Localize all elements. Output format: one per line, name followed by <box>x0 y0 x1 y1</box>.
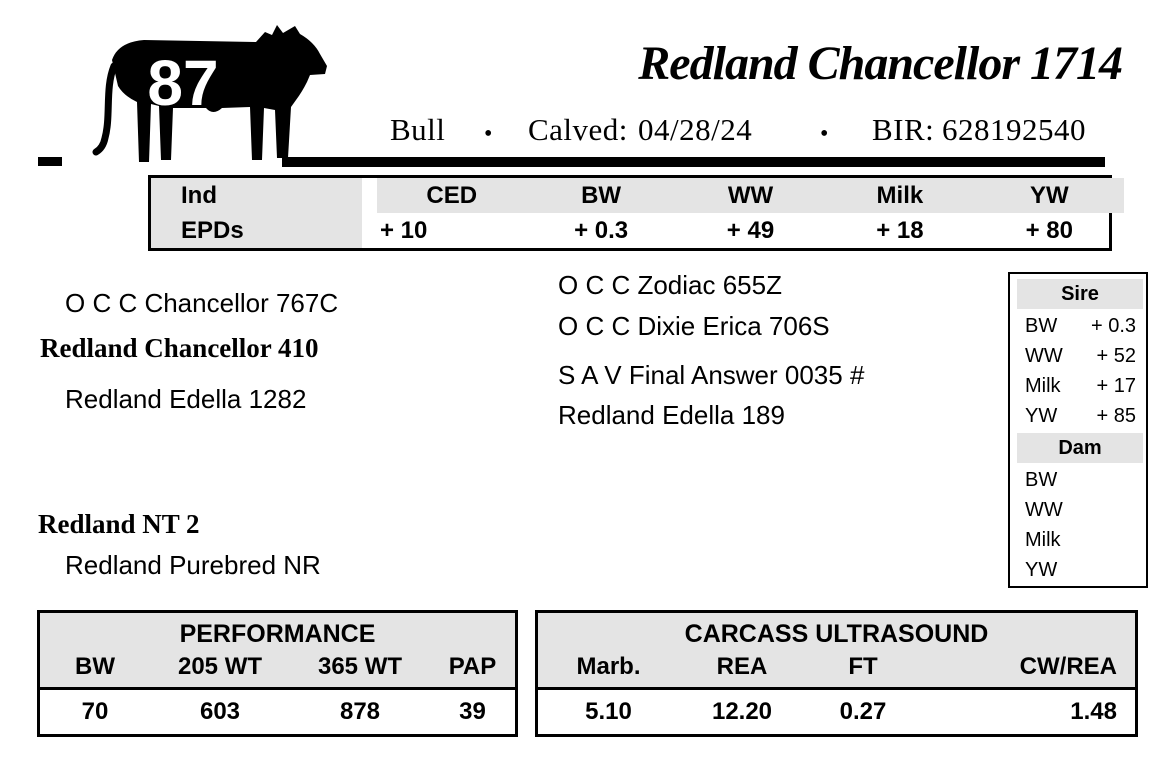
epd-col-header: Milk <box>825 178 975 213</box>
dam-section-header: Dam <box>1017 433 1143 463</box>
cell-value: 603 <box>199 698 241 725</box>
sire-epd-row: WW + 52 <box>1010 341 1146 371</box>
epd-label: Milk <box>1025 528 1061 551</box>
dam-epd-row: YW <box>1010 555 1146 585</box>
pedigree-great-grandparent: S A V Final Answer 0035 # <box>558 360 865 390</box>
dam-epd-row: BW <box>1010 465 1146 495</box>
epd-value: + 49 <box>726 216 775 244</box>
epd-col-header: BW <box>526 178 676 213</box>
pedigree-sire-grandsire: O C C Chancellor 767C <box>65 288 339 318</box>
epd-value: + 10 <box>380 216 428 244</box>
epd-row-label: EPDs <box>151 213 362 248</box>
epd-label: BW <box>1025 468 1058 491</box>
carcass-title: CARCASS ULTRASOUND <box>684 620 989 648</box>
performance-title: PERFORMANCE <box>179 620 376 648</box>
epd-value: + 17 <box>1096 374 1136 397</box>
cell-value: 70 <box>81 698 109 725</box>
epd-label: YW <box>1025 404 1058 427</box>
epd-value: + 18 <box>876 216 924 244</box>
performance-table: PERFORMANCE BW 205 WT 365 WT PAP 70 603 … <box>37 610 518 737</box>
epd-corner-label: Ind <box>151 178 362 213</box>
performance-columns: BW 205 WT 365 WT PAP <box>40 649 515 685</box>
cell-value: 5.10 <box>585 698 632 725</box>
pedigree-sire: Redland Chancellor 410 <box>40 333 319 363</box>
col-header: FT <box>848 653 878 680</box>
col-header: PAP <box>448 653 497 680</box>
epd-table: Ind CED BW WW Milk YW EPDs + 10 + 0.3 + … <box>148 175 1124 251</box>
epd-label: WW <box>1025 344 1063 367</box>
separator-dot: • <box>484 121 493 147</box>
separator-dot: • <box>820 121 829 147</box>
performance-header: PERFORMANCE BW 205 WT 365 WT PAP <box>40 613 515 690</box>
sire-epd-row: YW + 85 <box>1010 401 1146 431</box>
calved-label: Calved: <box>528 112 628 147</box>
bull-silhouette: 87 <box>92 25 327 162</box>
cell-value: 1.48 <box>1070 698 1117 725</box>
parent-epd-box: Sire BW + 0.3 WW + 52 Milk + 17 YW + 85 … <box>1008 272 1148 588</box>
col-header: 205 WT <box>177 653 263 680</box>
bir-label: BIR: <box>872 112 935 147</box>
carcass-header: CARCASS ULTRASOUND Marb. REA FT CW/REA <box>538 613 1135 690</box>
epd-col-header: CED <box>377 178 527 213</box>
col-header: Marb. <box>576 653 641 680</box>
sire-section-header: Sire <box>1017 279 1143 309</box>
cell-value: 39 <box>459 698 486 725</box>
dam-epd-row: Milk <box>1010 525 1146 555</box>
left-rule-mark <box>38 157 62 166</box>
epd-label: YW <box>1025 558 1058 581</box>
sex-label: Bull <box>390 112 446 147</box>
calved-date: 04/28/24 <box>638 112 753 147</box>
pedigree-sire-granddam: Redland Edella 1282 <box>65 384 307 414</box>
epd-label: WW <box>1025 498 1063 521</box>
epd-col-header: YW <box>974 178 1124 213</box>
carcass-columns: Marb. REA FT CW/REA <box>538 649 1135 685</box>
bir-value: 628192540 <box>942 112 1086 147</box>
carcass-values: 5.10 12.20 0.27 1.48 <box>538 690 1135 734</box>
epd-value: + 85 <box>1096 404 1136 427</box>
performance-values: 70 603 878 39 <box>40 690 515 734</box>
cell-value: 0.27 <box>839 698 887 725</box>
dam-epd-row: WW <box>1010 495 1146 525</box>
epd-value: + 52 <box>1096 344 1136 367</box>
sire-epd-row: Milk + 17 <box>1010 371 1146 401</box>
col-header: CW/REA <box>1019 653 1117 680</box>
epd-value: + 0.3 <box>1090 314 1136 337</box>
bull-tail <box>92 62 118 156</box>
epd-col-header: WW <box>675 178 826 213</box>
pedigree-great-grandparent: Redland Edella 189 <box>558 400 785 430</box>
col-header: REA <box>716 653 768 680</box>
pedigree-great-grandparent: O C C Zodiac 655Z <box>558 270 782 300</box>
animal-name-title: Redland Chancellor 1714 <box>638 37 1123 90</box>
pedigree-dam-granddam: Redland Purebred NR <box>65 550 321 580</box>
pedigree-great-grandparent: O C C Dixie Erica 706S <box>558 311 830 341</box>
epd-value: + 0.3 <box>574 216 629 244</box>
epd-label: Milk <box>1025 374 1061 397</box>
col-header: BW <box>75 653 115 680</box>
lot-number: 87 <box>147 47 218 119</box>
epd-label: BW <box>1025 314 1058 337</box>
sire-epd-row: BW + 0.3 <box>1010 311 1146 341</box>
cell-value: 878 <box>339 698 381 725</box>
cell-value: 12.20 <box>711 698 773 725</box>
carcass-ultrasound-table: CARCASS ULTRASOUND Marb. REA FT CW/REA 5… <box>535 610 1138 737</box>
header-rule <box>282 157 1105 167</box>
col-header: 365 WT <box>317 653 403 680</box>
epd-value: + 80 <box>1025 216 1073 244</box>
pedigree-dam: Redland NT 2 <box>38 509 200 539</box>
